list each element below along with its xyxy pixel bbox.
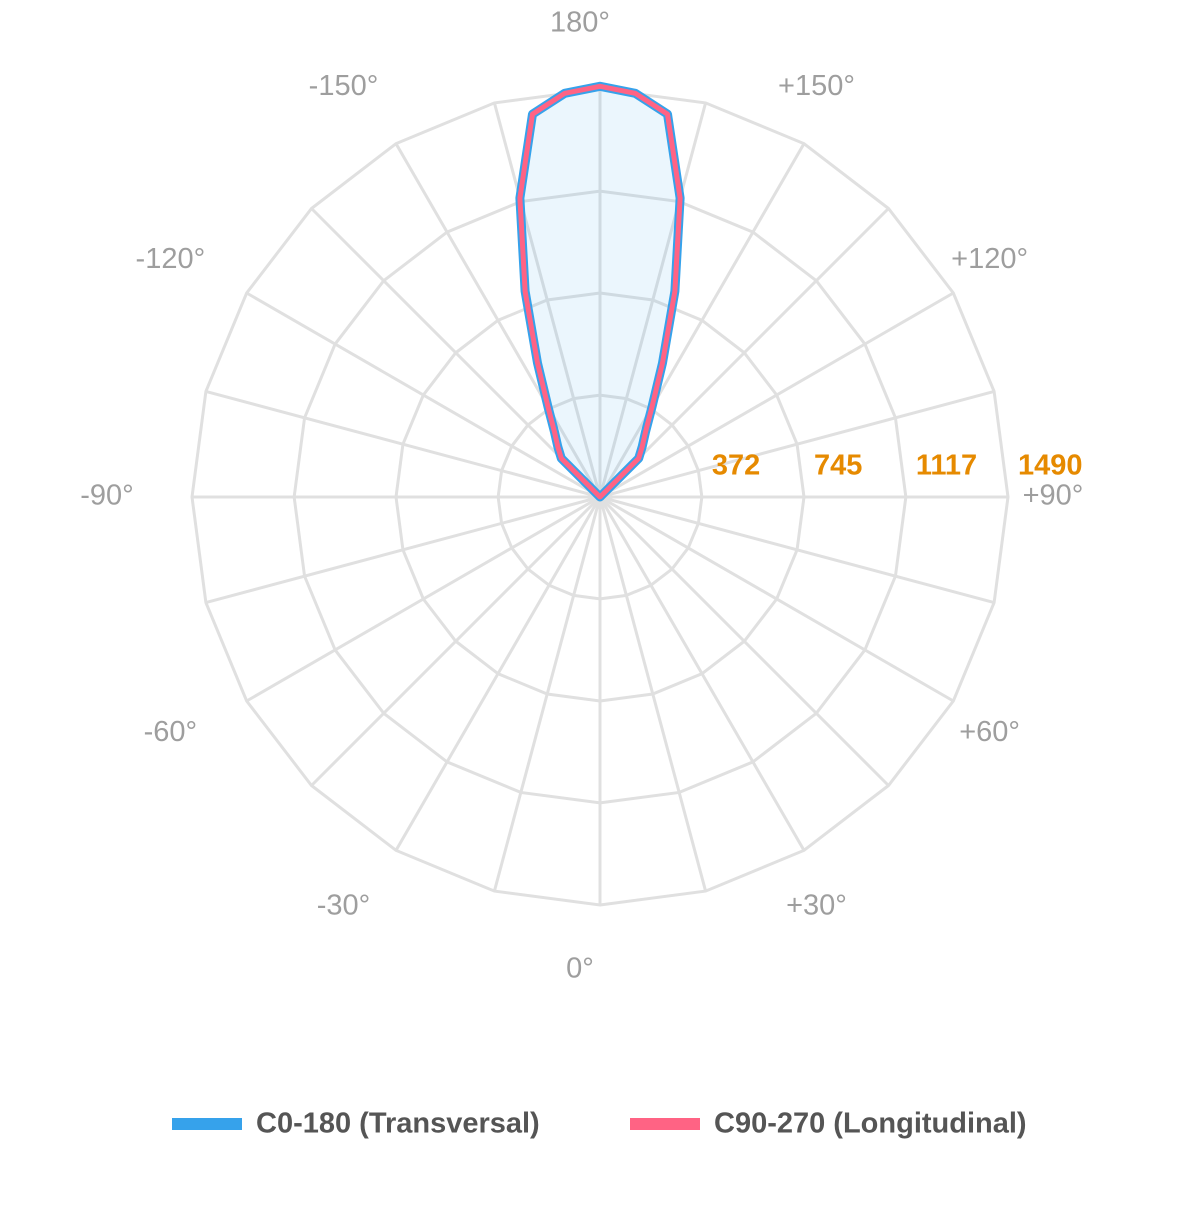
legend-label: C90-270 (Longitudinal) <box>714 1108 1027 1140</box>
legend-label: C0-180 (Transversal) <box>256 1108 540 1140</box>
grid-spoke <box>598 496 806 852</box>
angle-label: 0° <box>566 953 594 985</box>
legend-swatch <box>172 1118 242 1130</box>
grid-spoke-minor <box>310 495 602 787</box>
grid-spoke-minor <box>599 495 995 605</box>
grid-spoke-minor <box>598 207 890 499</box>
grid-spoke <box>598 142 806 498</box>
angle-label: +90° <box>1023 480 1084 512</box>
series-line <box>515 81 685 502</box>
legend-swatch <box>630 1118 700 1130</box>
angle-label: -120° <box>136 243 206 275</box>
angle-label: +60° <box>959 716 1020 748</box>
grid-spoke <box>394 142 602 498</box>
grid-spoke-minor <box>599 389 995 499</box>
plot-area <box>515 81 685 502</box>
grid-spoke-minor <box>598 496 708 892</box>
radial-tick-label: 745 <box>814 450 862 482</box>
grid-spoke-minor <box>598 102 708 498</box>
polar-grid <box>190 87 1010 907</box>
grid-spoke-minor <box>598 495 890 787</box>
angle-label: -90° <box>80 480 134 512</box>
angle-label: -60° <box>144 716 198 748</box>
angle-label: +30° <box>786 889 847 921</box>
labels: 0° +30° +60° +90° +120° +150° 180° -150° -120° -9… <box>80 7 1083 985</box>
angle-label: +120° <box>951 243 1028 275</box>
radial-tick-label: 372 <box>712 450 760 482</box>
series-line <box>517 83 683 500</box>
grid-spoke <box>599 495 955 703</box>
grid-spoke-minor <box>492 102 602 498</box>
grid-spoke <box>394 496 602 852</box>
radial-tick-label: 1117 <box>916 450 977 482</box>
angle-label: -150° <box>309 70 379 102</box>
grid-spoke-minor <box>310 207 602 499</box>
grid-spoke <box>599 291 955 499</box>
angle-label: 180° <box>550 7 610 39</box>
angle-label: +150° <box>778 70 855 102</box>
grid-spoke <box>245 495 601 703</box>
radial-tick-label: 1490 <box>1018 450 1083 482</box>
grid-spoke-minor <box>492 496 602 892</box>
angle-label: -30° <box>317 889 371 921</box>
grid-spoke-minor <box>205 495 601 605</box>
grid-spoke <box>245 291 601 499</box>
legend: C0-180 (Transversal) C90-270 (Longitudina… <box>172 1108 1027 1140</box>
grid-spoke-minor <box>205 389 601 499</box>
